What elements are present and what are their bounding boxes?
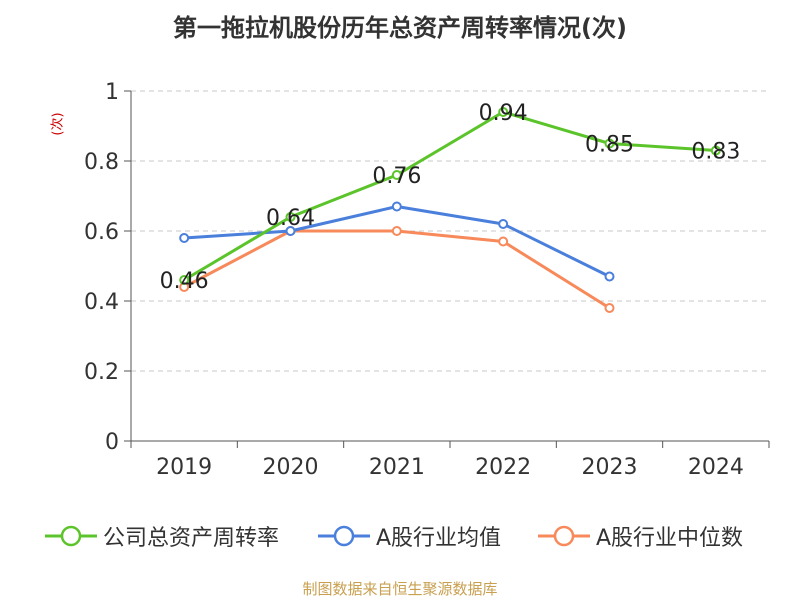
x-tick-label: 2024: [688, 455, 744, 480]
data-point: [604, 138, 615, 149]
legend-label: 公司总资产周转率: [103, 526, 280, 551]
data-point: [710, 145, 721, 156]
y-tick-label: 0.8: [84, 150, 119, 175]
data-label: 0.46: [160, 269, 209, 294]
legend-item[interactable]: A股行业均值: [318, 520, 501, 552]
data-point: [179, 275, 190, 285]
data-point: [604, 303, 615, 313]
x-tick-label: 2020: [263, 455, 319, 480]
x-tick-label: 2023: [582, 455, 638, 480]
x-tick-label: 2021: [369, 455, 425, 480]
legend-item[interactable]: 公司总资产周转率: [45, 520, 279, 552]
data-label: 0.76: [372, 164, 421, 189]
data-point: [391, 170, 402, 180]
legend-marker-icon: [318, 524, 370, 548]
y-tick-label: 0.2: [84, 360, 119, 385]
y-tick-label: 0.4: [84, 290, 119, 315]
data-point: [285, 226, 296, 236]
x-tick-label: 2022: [475, 455, 531, 480]
data-point: [179, 233, 190, 243]
legend-marker-icon: [45, 524, 97, 548]
series-line: [183, 110, 716, 282]
legend: 公司总资产周转率 A股行业均值 A股行业中位数: [0, 520, 800, 552]
legend-label: A股行业中位数: [596, 526, 744, 551]
data-point: [391, 201, 402, 212]
data-label: 0.83: [691, 140, 740, 165]
data-label: 0.94: [479, 101, 528, 126]
y-tick-label: 1: [105, 80, 119, 105]
data-point: [604, 271, 615, 282]
legend-item[interactable]: A股行业中位数: [538, 520, 743, 552]
chart-title: 第一拖拉机股份历年总资产周转率情况(次): [173, 14, 627, 42]
data-point: [391, 226, 402, 236]
data-label: 0.85: [585, 133, 634, 158]
legend-marker-icon: [538, 524, 590, 548]
x-tick-label: 2019: [156, 455, 212, 480]
y-tick-label: 0: [105, 430, 119, 455]
data-point: [285, 212, 296, 222]
data-point: [498, 236, 509, 247]
y-tick-label: 0.6: [84, 220, 119, 245]
data-point: [498, 219, 509, 229]
data-point: [498, 107, 509, 117]
legend-label: A股行业均值: [376, 526, 502, 551]
source-note: 制图数据来自恒生聚源数据库: [302, 580, 498, 598]
data-label: 0.64: [266, 206, 315, 231]
